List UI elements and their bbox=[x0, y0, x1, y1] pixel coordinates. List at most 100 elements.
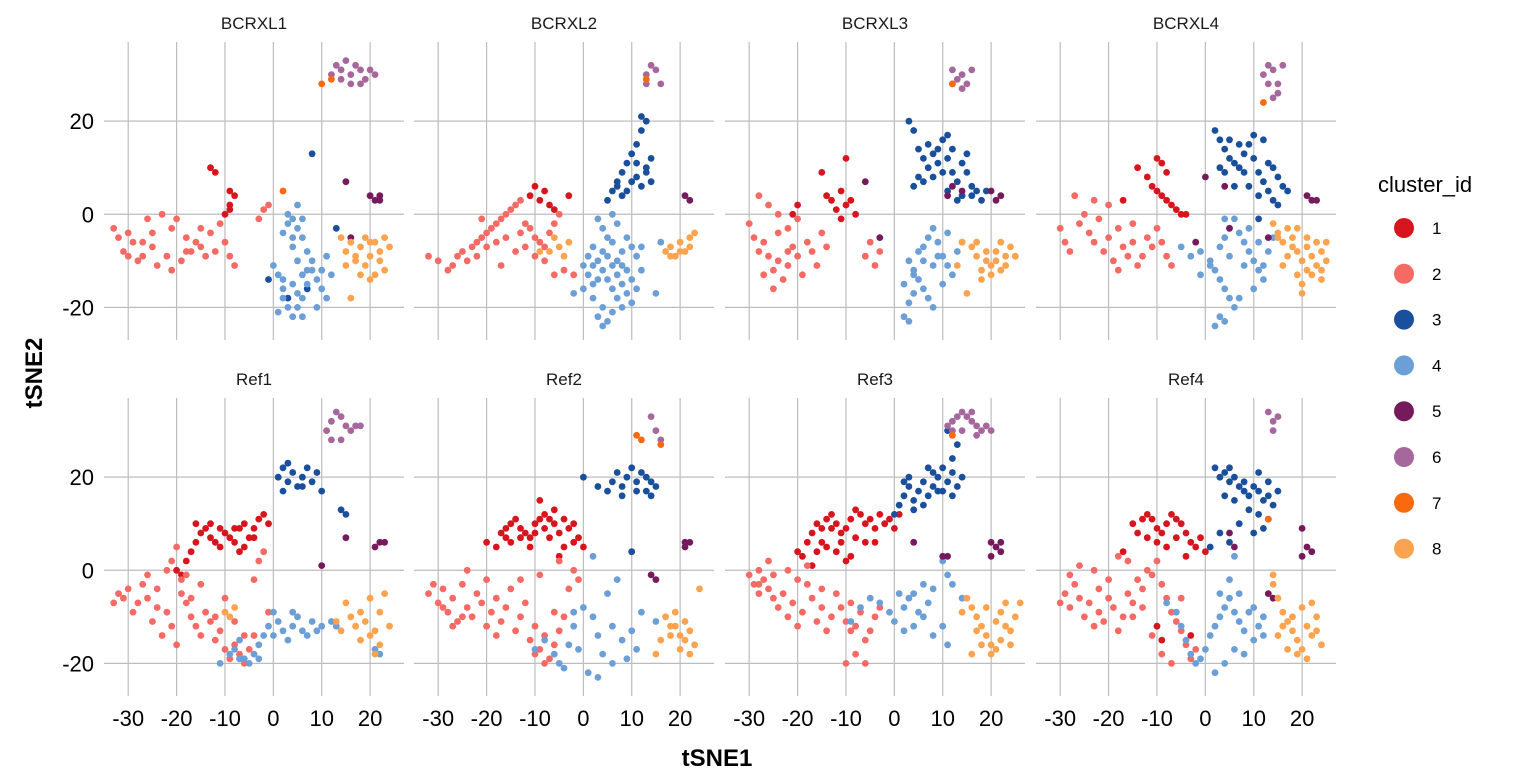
data-point-cluster-2 bbox=[168, 224, 176, 232]
data-point-cluster-2 bbox=[842, 660, 850, 667]
data-point-cluster-2 bbox=[449, 262, 457, 269]
data-point-cluster-4 bbox=[1240, 650, 1248, 658]
data-point-cluster-2 bbox=[828, 613, 835, 621]
data-point-cluster-4 bbox=[560, 664, 568, 672]
data-point-cluster-3 bbox=[944, 155, 951, 162]
data-point-cluster-2 bbox=[512, 248, 519, 255]
data-point-cluster-2 bbox=[755, 192, 763, 200]
data-point-cluster-4 bbox=[313, 627, 321, 635]
data-point-cluster-1 bbox=[207, 534, 214, 542]
data-point-cluster-8 bbox=[376, 248, 384, 255]
data-point-cluster-2 bbox=[1158, 650, 1166, 658]
data-point-cluster-1 bbox=[192, 520, 200, 528]
data-point-cluster-3 bbox=[1226, 478, 1233, 486]
data-point-cluster-1 bbox=[216, 543, 224, 551]
data-point-cluster-1 bbox=[1119, 196, 1127, 204]
data-point-cluster-8 bbox=[958, 608, 966, 616]
data-point-cluster-1 bbox=[886, 515, 893, 523]
data-point-cluster-2 bbox=[784, 248, 792, 255]
data-point-cluster-2 bbox=[560, 266, 568, 274]
data-point-cluster-2 bbox=[507, 585, 515, 593]
data-point-cluster-3 bbox=[652, 483, 660, 490]
data-point-cluster-2 bbox=[236, 650, 243, 658]
x-tick-label: -10 bbox=[830, 706, 862, 731]
data-point-cluster-1 bbox=[550, 520, 558, 528]
data-point-cluster-2 bbox=[202, 608, 209, 616]
data-point-cluster-3 bbox=[1255, 192, 1262, 200]
data-point-cluster-3 bbox=[337, 506, 345, 514]
data-point-cluster-3 bbox=[1269, 196, 1277, 204]
data-point-cluster-8 bbox=[347, 613, 355, 621]
data-point-cluster-3 bbox=[1216, 473, 1224, 481]
data-point-cluster-4 bbox=[250, 650, 258, 658]
data-point-cluster-2 bbox=[473, 252, 481, 260]
data-point-cluster-8 bbox=[366, 276, 374, 283]
data-point-cluster-2 bbox=[521, 243, 529, 251]
data-point-cluster-2 bbox=[265, 608, 272, 616]
data-point-cluster-3 bbox=[910, 506, 918, 514]
data-point-cluster-8 bbox=[381, 590, 388, 597]
data-point-cluster-2 bbox=[765, 585, 772, 593]
data-point-cluster-4 bbox=[1231, 304, 1238, 311]
data-point-cluster-3 bbox=[934, 487, 942, 495]
data-point-cluster-3 bbox=[633, 173, 640, 181]
data-point-cluster-3 bbox=[289, 469, 297, 476]
data-point-cluster-2 bbox=[794, 622, 801, 630]
data-point-cluster-6 bbox=[357, 422, 364, 430]
data-point-cluster-3 bbox=[910, 127, 918, 134]
x-axis-title: tSNE1 bbox=[682, 745, 753, 768]
data-point-cluster-3 bbox=[604, 487, 611, 495]
data-point-cluster-1 bbox=[813, 548, 821, 556]
data-point-cluster-1 bbox=[231, 525, 238, 532]
legend: cluster_id 1 2 3 4 5 6 7 8 bbox=[1378, 172, 1472, 559]
data-point-cluster-7 bbox=[638, 436, 645, 444]
data-point-cluster-4 bbox=[910, 622, 918, 630]
data-point-cluster-3 bbox=[1231, 497, 1238, 504]
data-point-cluster-2 bbox=[211, 248, 219, 255]
data-point-cluster-2 bbox=[770, 594, 777, 602]
data-point-cluster-4 bbox=[1216, 243, 1224, 251]
data-point-cluster-6 bbox=[973, 431, 980, 439]
data-point-cluster-1 bbox=[197, 529, 205, 537]
data-point-cluster-2 bbox=[129, 238, 137, 246]
data-point-cluster-3 bbox=[618, 169, 626, 176]
data-point-cluster-2 bbox=[750, 234, 758, 242]
data-point-cluster-3 bbox=[900, 492, 908, 500]
data-point-cluster-2 bbox=[512, 201, 519, 209]
data-point-cluster-4 bbox=[216, 660, 224, 667]
data-point-cluster-1 bbox=[546, 534, 553, 542]
data-point-cluster-2 bbox=[221, 238, 229, 246]
data-point-cluster-4 bbox=[953, 248, 961, 255]
data-point-cluster-2 bbox=[178, 576, 185, 583]
data-point-cluster-1 bbox=[560, 543, 568, 551]
data-point-cluster-3 bbox=[1245, 182, 1253, 190]
data-point-cluster-2 bbox=[531, 234, 539, 242]
data-point-cluster-8 bbox=[987, 641, 995, 649]
data-point-cluster-2 bbox=[124, 585, 132, 593]
data-point-cluster-8 bbox=[987, 262, 995, 269]
data-point-cluster-4 bbox=[289, 215, 297, 223]
data-point-cluster-2 bbox=[760, 271, 768, 279]
data-point-cluster-2 bbox=[1129, 599, 1137, 607]
data-point-cluster-3 bbox=[924, 464, 932, 472]
legend-items: 1 2 3 4 5 6 7 8 bbox=[1394, 218, 1441, 559]
data-point-cluster-3 bbox=[642, 164, 650, 172]
data-point-cluster-1 bbox=[871, 538, 879, 546]
data-point-cluster-1 bbox=[847, 552, 855, 560]
data-point-cluster-6 bbox=[657, 80, 665, 88]
data-point-cluster-5 bbox=[1298, 525, 1306, 532]
data-point-cluster-4 bbox=[949, 580, 956, 588]
data-point-cluster-4 bbox=[332, 622, 340, 630]
data-point-cluster-5 bbox=[1192, 238, 1200, 246]
data-point-cluster-3 bbox=[1235, 483, 1243, 490]
data-point-cluster-2 bbox=[1153, 224, 1161, 232]
data-point-cluster-2 bbox=[1090, 238, 1098, 246]
data-point-cluster-1 bbox=[531, 520, 539, 528]
data-point-cluster-3 bbox=[920, 178, 927, 186]
data-point-cluster-8 bbox=[992, 646, 1000, 653]
data-point-cluster-4 bbox=[604, 234, 611, 242]
data-point-cluster-1 bbox=[1163, 196, 1170, 204]
data-point-cluster-1 bbox=[1143, 173, 1151, 181]
data-point-cluster-1 bbox=[1153, 538, 1161, 546]
data-point-cluster-4 bbox=[618, 636, 626, 644]
